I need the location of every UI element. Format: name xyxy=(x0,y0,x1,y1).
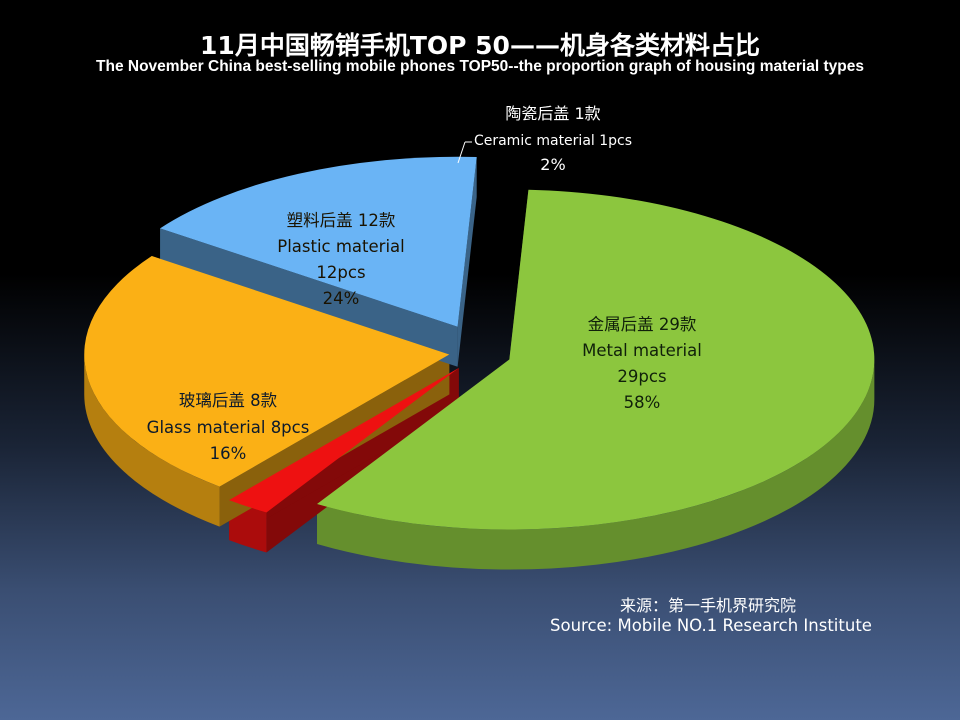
glass-label-cn: 玻璃后盖 8款 xyxy=(179,391,278,410)
metal-label-count: 29pcs xyxy=(617,367,666,386)
chart-title-cn: 11月中国畅销手机TOP 50——机身各类材料占比 xyxy=(200,31,760,60)
ceramic-label-percent: 2% xyxy=(540,155,565,174)
ceramic-slice xyxy=(229,367,459,513)
ceramic-label-en: Ceramic material 1pcs xyxy=(474,133,632,149)
metal-label-en: Metal material xyxy=(582,341,702,360)
metal-slice xyxy=(317,189,875,530)
plastic-slice xyxy=(84,255,450,487)
slice-layer xyxy=(84,156,875,570)
plastic-label-percent: 24% xyxy=(323,289,360,308)
plastic-label-count: 12pcs xyxy=(316,263,365,282)
metal-label-cn: 金属后盖 29款 xyxy=(588,315,697,334)
source-cn: 来源：第一手机界研究院 xyxy=(620,596,797,615)
ceramic-leader-line xyxy=(457,141,466,164)
glass-slice xyxy=(160,156,477,327)
ceramic-label-cn: 陶瓷后盖 1款 xyxy=(505,104,600,123)
plastic-label-cn: 塑料后盖 12款 xyxy=(287,211,396,230)
slice-labels: 陶瓷后盖 1款 Ceramic material 1pcs 2% 塑料后盖 12… xyxy=(147,104,702,463)
glass-label-en: Glass material 8pcs xyxy=(147,418,310,437)
source-en: Source: Mobile NO.1 Research Institute xyxy=(550,616,872,635)
metal-label-percent: 58% xyxy=(624,393,661,412)
glass-slice-side xyxy=(160,157,477,367)
glass-label-percent: 16% xyxy=(210,444,247,463)
plastic-label-en: Plastic material xyxy=(277,237,404,256)
chart-title-en: The November China best-selling mobile p… xyxy=(96,58,864,75)
